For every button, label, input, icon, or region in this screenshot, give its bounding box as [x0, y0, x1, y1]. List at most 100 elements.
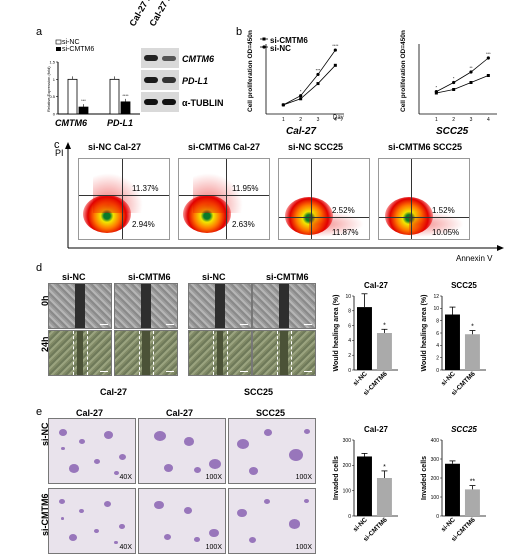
e-left-bar-0	[357, 456, 372, 516]
panel-a-bar-chart: Relative Expression (fold)00.511.5******…	[46, 39, 140, 117]
e-right-ytick-label-1: 100	[431, 495, 440, 501]
d-right-bar-1	[464, 334, 480, 370]
b-left-pt-1-1	[299, 94, 303, 98]
flow-plot-3	[278, 158, 370, 240]
d-right-bar-0	[445, 314, 460, 370]
b-right-pt-1-2	[469, 70, 473, 74]
b-right-xtick-1: 2	[452, 117, 455, 123]
c-title-4: si-CMTM6 SCC25	[388, 142, 463, 152]
d-left-title: Cal-27	[364, 281, 389, 290]
b-left-xtick-3: 4	[334, 117, 337, 123]
e-mag-1-2: 100X	[205, 474, 222, 481]
blot-row-2: PD-L1	[182, 76, 209, 86]
invasion-image-2-2: 100X	[138, 488, 226, 554]
b-right-pt-1-3	[486, 56, 490, 60]
c-title-2: si-CMTM6 Cal-27	[188, 142, 261, 152]
d-left-ytick-label-3: 6	[348, 323, 351, 329]
a-star-0: ***	[81, 98, 86, 103]
d-left-star: *	[383, 322, 386, 329]
b-right-line-1	[436, 57, 489, 92]
e-mag-2-1: 40X	[119, 544, 132, 551]
a-bar-0-0	[67, 78, 78, 115]
flow-plot-2	[178, 158, 270, 240]
panel-c-letter: c	[54, 139, 60, 151]
b-right-pt-0-1	[452, 88, 456, 91]
a-star-1: ****	[122, 93, 129, 98]
e-col-1: Cal-27	[76, 408, 104, 418]
b-leg-mark-1	[262, 37, 266, 41]
e-row-1: si-NC	[40, 422, 50, 446]
d-left-bar-1	[376, 333, 392, 370]
wound-image-2-1	[48, 330, 112, 376]
wound-image-1-4	[252, 283, 316, 329]
d-right-ytick-label-1: 2	[436, 355, 439, 361]
d-right-ytick-label-4: 8	[436, 318, 439, 324]
b-left-xtick-1: 2	[299, 117, 302, 123]
b-left-star-0: *	[300, 89, 302, 94]
d-row-1: 0h	[40, 295, 50, 306]
blot-row-3: α-TUBLIN	[182, 98, 224, 108]
panel-e-letter: e	[36, 406, 43, 418]
b-left-pt-0-1	[299, 97, 303, 101]
a-legend-swatch-2	[56, 47, 61, 51]
e-left-star: *	[383, 464, 386, 471]
b-right-star-1: *	[453, 76, 455, 81]
d-group-2: SCC25	[244, 387, 274, 397]
blot-cmtm6	[141, 48, 179, 68]
c-ylabel: PI	[55, 148, 64, 158]
b-right-star-3: ***	[486, 51, 491, 56]
e-col-3: SCC25	[256, 408, 286, 418]
b-right-title: SCC25	[436, 126, 469, 137]
d-left-bar-0	[357, 307, 372, 370]
b-left-star-2: ****	[332, 43, 339, 48]
c-lower-pct-3: 11.87%	[332, 228, 359, 237]
b-right-pt-0-3	[486, 74, 490, 77]
c-lower-pct-2: 2.63%	[232, 220, 255, 229]
c-upper-pct-2: 11.95%	[232, 184, 259, 193]
d-right-ytick-label-5: 10	[433, 306, 439, 312]
d-left-ytick-label-4: 8	[348, 309, 351, 315]
a-legend-1: si-NC	[62, 39, 80, 46]
c-upper-pct-1: 11.37%	[132, 184, 159, 193]
d-col-4: si-CMTM6	[266, 272, 309, 282]
d-right-title: SCC25	[451, 281, 477, 290]
e-col-2: Cal-27	[166, 408, 194, 418]
blot-tublin	[141, 92, 179, 112]
b-legend-2: si-NC	[270, 44, 291, 53]
e-right-ylabel: Invaded cells	[421, 456, 428, 500]
d-group-1: Cal-27	[100, 387, 128, 397]
b-left-pt-0-3	[333, 63, 337, 67]
blot-col-2: Cal-27 si-CMTM6	[147, 0, 192, 28]
blot-pdl1	[141, 70, 179, 90]
b-left-pt-1-0	[281, 103, 285, 107]
b-right-pt-0-2	[469, 81, 473, 84]
b-left-pt-0-2	[316, 82, 320, 86]
a-legend-swatch-1	[55, 39, 62, 45]
e-left-title: Cal-27	[364, 425, 389, 434]
c-title-1: si-NC Cal-27	[88, 142, 142, 152]
invasion-image-1-2: 100X	[138, 418, 226, 484]
b-leg-mark-2	[262, 45, 266, 49]
c-xlabel: Annexin V	[456, 254, 493, 263]
flow-plot-1	[78, 158, 170, 240]
a-ytick-label-3: 1.5	[49, 60, 55, 65]
e-right-ytick-label-0: 0	[436, 514, 439, 520]
e-right-bar-1	[464, 489, 480, 516]
wound-image-1-2	[114, 283, 178, 329]
e-mag-1-3: 100X	[295, 474, 312, 481]
b-left-ylabel: Cell proliferation OD=450nm	[247, 30, 254, 112]
d-right-ylabel: Would healing area (%)	[421, 295, 428, 372]
b-right-star-2: **	[469, 65, 473, 70]
b-right-line-0	[436, 75, 489, 94]
c-title-3: si-NC SCC25	[288, 142, 344, 152]
e-mag-2-2: 100X	[205, 544, 222, 551]
panel-d-bar-charts: 0 2 4 6 8 10 Cal-27 Would healing area (%) si-NC…	[333, 281, 486, 397]
b-left-line-0	[283, 65, 336, 106]
b-right-xtick-0: 1	[435, 117, 438, 123]
d-col-2: si-CMTM6	[128, 272, 171, 282]
c-lower-pct-4: 10.05%	[432, 228, 460, 237]
d-left-ytick-label-5: 10	[345, 294, 351, 300]
wound-image-2-4	[252, 330, 316, 376]
